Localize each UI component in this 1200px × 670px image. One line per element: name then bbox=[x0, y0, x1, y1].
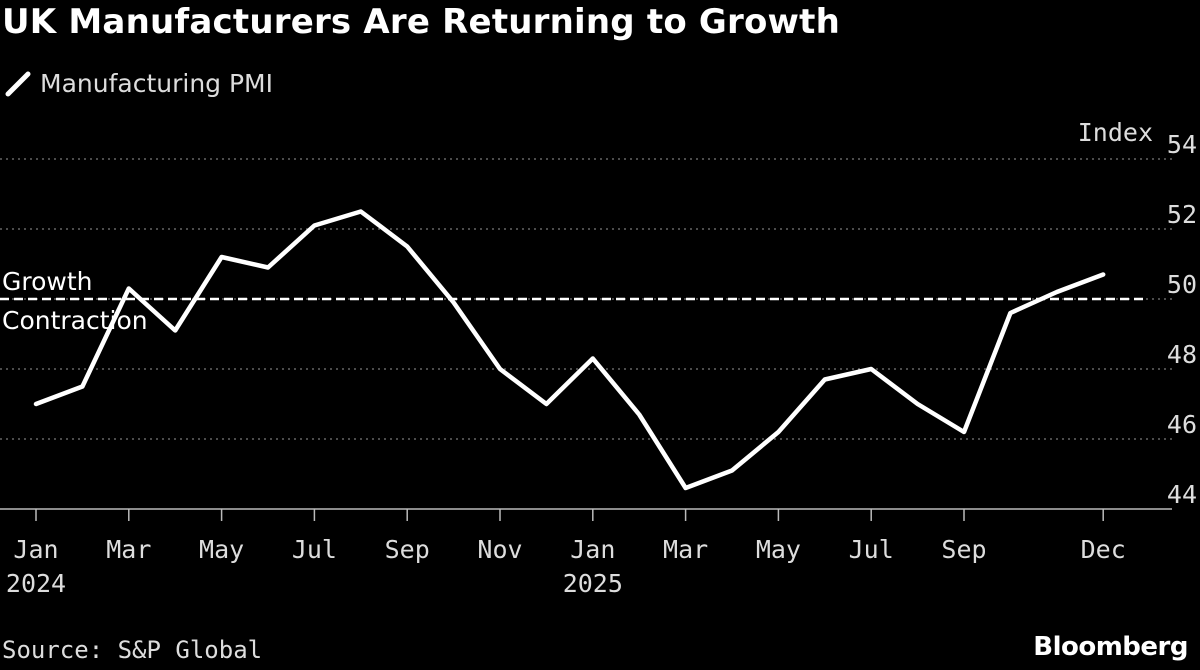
x-tick-label-mar: Mar bbox=[663, 535, 708, 564]
series-line-manufacturing-pmi bbox=[33, 209, 1106, 491]
legend-label: Manufacturing PMI bbox=[40, 68, 273, 98]
x-tick-label-jan: Jan bbox=[13, 535, 58, 564]
x-axis-ticks: Jan 2024 Mar May Jul Sep Nov Jan 2025 Mar May Jul Se… bbox=[6, 509, 1126, 598]
legend: Manufacturing PMI bbox=[4, 68, 273, 98]
x-tick-label-jan: Jan bbox=[570, 535, 615, 564]
y-tick-label-46: 46 bbox=[1167, 410, 1197, 439]
x-tick-year-2025: 2025 bbox=[563, 569, 623, 598]
y-axis-label: Index bbox=[1078, 118, 1153, 147]
x-tick-label-sep: Sep bbox=[385, 535, 430, 564]
bloomberg-logo: Bloomberg bbox=[1033, 632, 1188, 662]
growth-label: Growth bbox=[2, 267, 93, 296]
x-tick-label-mar: Mar bbox=[106, 535, 151, 564]
y-tick-label-48: 48 bbox=[1167, 340, 1197, 369]
y-tick-label-54: 54 bbox=[1167, 130, 1197, 159]
x-tick-label-may: May bbox=[199, 535, 244, 564]
y-tick-label-44: 44 bbox=[1167, 480, 1197, 509]
x-tick-label-jul: Jul bbox=[849, 535, 894, 564]
y-tick-label-50: 50 bbox=[1167, 270, 1197, 299]
x-tick-label-sep: Sep bbox=[941, 535, 986, 564]
source-note: Source: S&P Global bbox=[2, 636, 263, 664]
legend-line-icon bbox=[5, 71, 31, 97]
contraction-label: Contraction bbox=[2, 306, 148, 335]
x-tick-label-nov: Nov bbox=[477, 535, 522, 564]
x-tick-label-may: May bbox=[756, 535, 801, 564]
chart-title: UK Manufacturers Are Returning to Growth bbox=[2, 2, 841, 42]
x-tick-label-jul: Jul bbox=[292, 535, 337, 564]
x-tick-year-2024: 2024 bbox=[6, 569, 66, 598]
y-axis-ticks: 44 46 48 50 52 54 bbox=[1167, 130, 1197, 509]
y-tick-label-52: 52 bbox=[1167, 200, 1197, 229]
x-tick-label-dec: Dec bbox=[1081, 535, 1126, 564]
